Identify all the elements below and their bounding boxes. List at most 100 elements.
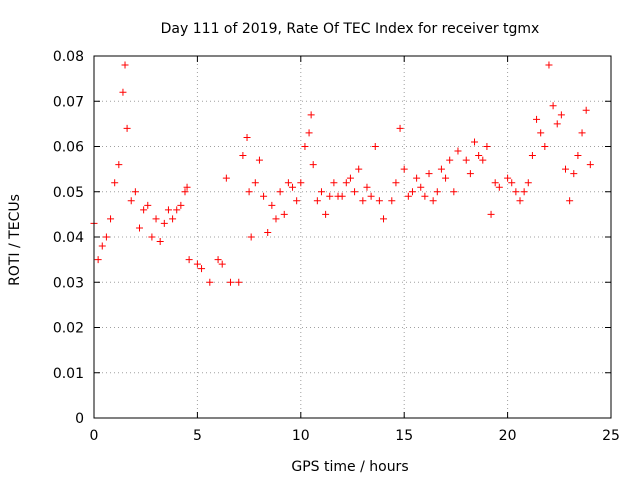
data-point (363, 183, 371, 191)
data-point (181, 188, 189, 196)
data-point (115, 161, 123, 169)
data-point (487, 210, 495, 218)
data-point (322, 210, 330, 218)
data-point (425, 170, 433, 178)
data-point (251, 179, 259, 187)
data-point (173, 206, 181, 214)
data-point (326, 192, 334, 200)
data-point (226, 278, 234, 286)
data-point (160, 219, 168, 227)
data-point (297, 179, 305, 187)
data-point (164, 206, 172, 214)
data-point (553, 120, 561, 128)
chart-title: Day 111 of 2019, Rate Of TEC Index for r… (161, 21, 540, 37)
data-point (520, 188, 528, 196)
data-point (169, 215, 177, 223)
data-point (392, 179, 400, 187)
data-point (549, 102, 557, 110)
data-point (380, 215, 388, 223)
data-point (351, 188, 359, 196)
data-point (586, 161, 594, 169)
data-point (214, 256, 222, 264)
data-point (562, 165, 570, 173)
data-point (177, 201, 185, 209)
data-point (247, 233, 255, 241)
data-point (462, 156, 470, 164)
y-tick-label: 0.08 (53, 49, 84, 65)
x-tick-label: 5 (193, 428, 202, 444)
data-point (255, 156, 263, 164)
data-point (524, 179, 532, 187)
data-point (313, 197, 321, 205)
data-point (284, 179, 292, 187)
data-point (396, 124, 404, 132)
data-point (541, 143, 549, 150)
y-tick-label: 0.05 (53, 185, 84, 201)
data-point (144, 201, 152, 209)
data-point (388, 197, 396, 205)
x-tick-label: 10 (292, 428, 310, 444)
data-point (107, 215, 115, 223)
data-point (537, 129, 545, 137)
data-point (528, 152, 536, 160)
data-point (239, 152, 247, 160)
data-point (222, 174, 230, 182)
data-point (483, 143, 491, 150)
plot-frame (93, 55, 612, 419)
data-point (557, 111, 565, 119)
x-tick-label: 0 (90, 428, 99, 444)
data-point (305, 129, 313, 137)
data-point (466, 170, 474, 178)
data-point (375, 197, 383, 205)
data-point (307, 111, 315, 119)
data-point (578, 129, 586, 137)
data-point (102, 233, 110, 241)
data-point (245, 188, 253, 196)
data-point (135, 224, 143, 232)
data-point (433, 188, 441, 196)
data-point (289, 183, 297, 191)
data-point (574, 152, 582, 160)
data-point (276, 188, 284, 196)
data-point (243, 133, 251, 141)
data-point (404, 192, 412, 200)
tick-layer: 0 5 10 15 20 25 0 0.01 0.02 0.03 0.04 0.05 0.06 0.07 0… (53, 49, 620, 444)
grid-layer (94, 56, 611, 418)
y-tick-label: 0.07 (53, 94, 84, 110)
y-tick-label: 0 (75, 411, 84, 427)
data-point (119, 88, 127, 96)
data-point (268, 201, 276, 209)
data-point (471, 138, 479, 146)
data-point (123, 124, 131, 132)
y-tick-label: 0.03 (53, 275, 84, 291)
data-point (131, 188, 139, 196)
data-point (260, 192, 268, 200)
data-point (94, 256, 102, 264)
data-point (218, 260, 226, 268)
data-point (479, 156, 487, 164)
data-point (475, 152, 483, 160)
data-point (127, 197, 135, 205)
data-point (454, 147, 462, 155)
data-point (495, 183, 503, 191)
data-point (566, 197, 574, 205)
data-point (264, 228, 272, 236)
data-point (582, 106, 590, 114)
data-point (408, 188, 416, 196)
data-point (545, 61, 553, 69)
data-point (371, 143, 379, 150)
data-point (446, 156, 454, 164)
data-point (301, 143, 309, 150)
data-point (346, 174, 354, 182)
x-axis-label: GPS time / hours (291, 459, 408, 475)
y-tick-label: 0.04 (53, 230, 84, 246)
data-point (533, 115, 541, 123)
data-point (508, 179, 516, 187)
y-axis-label: ROTI / TECUs (7, 194, 23, 286)
data-point (330, 179, 338, 187)
data-point (193, 260, 201, 268)
data-point (338, 192, 346, 200)
data-point (185, 256, 193, 264)
data-point (183, 183, 191, 191)
data-point (98, 242, 106, 250)
